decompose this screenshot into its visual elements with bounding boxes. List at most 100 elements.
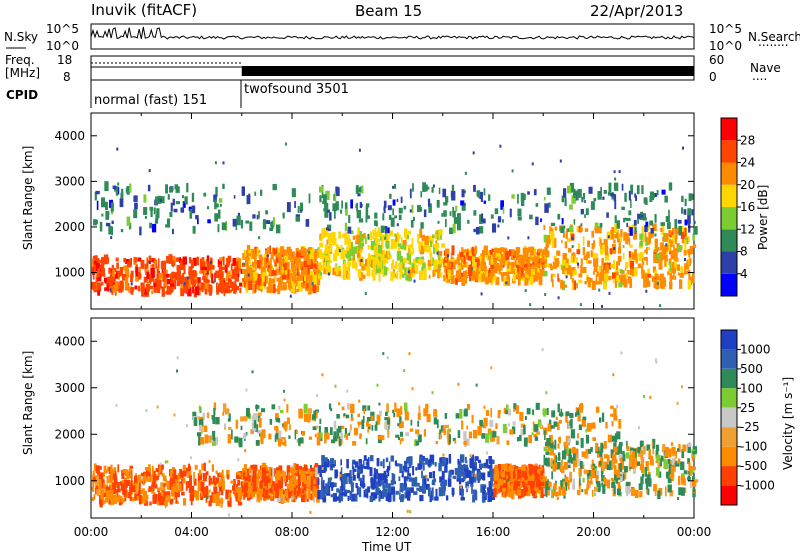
data-cell [252, 214, 256, 219]
data-cell [524, 277, 529, 286]
data-cell [101, 257, 105, 266]
data-cell [527, 191, 530, 195]
data-cell-sparse [283, 389, 286, 393]
data-cell [535, 216, 539, 226]
data-cell [292, 472, 297, 476]
power-colorbar-swatch [721, 207, 737, 230]
data-cell [242, 277, 244, 283]
data-cell [252, 477, 257, 483]
data-cell [382, 490, 385, 499]
data-cell [158, 272, 163, 280]
data-cell [594, 225, 599, 234]
data-cell [438, 256, 441, 261]
data-cell [374, 231, 377, 241]
data-cell [560, 408, 563, 417]
data-cell-sparse [463, 202, 466, 206]
data-cell [367, 405, 371, 411]
data-cell-sparse [251, 370, 254, 374]
data-cell-sparse [475, 383, 478, 387]
data-cell [205, 471, 209, 476]
data-cell [558, 486, 562, 496]
data-cell [259, 465, 262, 472]
data-cell [530, 265, 533, 271]
data-cell [438, 264, 442, 268]
data-cell [600, 442, 604, 453]
data-cell [545, 451, 550, 455]
data-cell [391, 487, 395, 493]
data-cell-sparse [398, 437, 400, 440]
data-cell [317, 489, 321, 500]
velocity-colorbar-swatch [721, 368, 737, 389]
data-cell [231, 429, 233, 440]
data-cell [590, 252, 595, 258]
data-cell [303, 248, 306, 252]
velocity-colorbar-tick-label: -25 [740, 420, 760, 434]
data-cell [491, 437, 495, 442]
data-cell [208, 285, 212, 296]
data-cell [507, 489, 510, 497]
data-cell [200, 437, 205, 445]
data-cell [457, 458, 460, 465]
data-cell [205, 498, 208, 503]
data-cell [170, 469, 173, 479]
data-cell [228, 413, 231, 420]
data-cell [143, 501, 149, 506]
data-cell [290, 288, 295, 293]
data-cell [316, 273, 320, 282]
data-cell [390, 245, 394, 250]
data-cell [288, 251, 293, 260]
data-cell [208, 435, 213, 443]
data-cell [391, 259, 395, 269]
data-cell [619, 269, 623, 273]
data-cell-sparse [511, 169, 514, 173]
freq-right-label: Nave [750, 61, 781, 75]
data-cell [179, 470, 184, 478]
data-cell [272, 283, 276, 294]
data-cell [345, 433, 349, 440]
data-cell [497, 216, 502, 223]
data-cell [641, 269, 645, 279]
data-cell [116, 262, 119, 269]
data-cell [243, 433, 247, 440]
data-cell [562, 481, 567, 486]
data-cell [228, 493, 232, 501]
data-cell [347, 274, 349, 278]
data-cell [249, 221, 253, 231]
data-cell [148, 474, 152, 482]
data-cell-sparse [508, 423, 510, 427]
data-cell [496, 478, 500, 489]
data-cell [616, 220, 620, 229]
data-cell [593, 267, 598, 273]
data-cell-sparse [321, 373, 324, 377]
data-cell [152, 487, 155, 491]
data-cell [324, 202, 329, 210]
data-cell [299, 466, 302, 472]
data-cell [572, 478, 576, 488]
data-cell [459, 252, 464, 257]
data-cell [604, 271, 609, 282]
data-cell [321, 254, 326, 258]
velocity-ylabel: Slant Range [km] [21, 351, 35, 455]
data-cell [692, 233, 695, 241]
data-cell [277, 285, 281, 295]
data-cell [386, 419, 391, 425]
data-cell [644, 232, 647, 242]
noise-right-label: N.Search [748, 30, 800, 44]
data-cell [644, 200, 648, 205]
data-cell [197, 218, 199, 225]
data-cell [281, 494, 286, 504]
data-cell-sparse [486, 451, 488, 455]
data-cell [683, 209, 687, 215]
data-cell [308, 468, 313, 477]
data-cell [493, 277, 497, 282]
data-cell [315, 270, 318, 276]
data-cell [382, 489, 388, 497]
data-cell [362, 474, 365, 484]
data-cell [154, 261, 157, 270]
data-cell [331, 232, 336, 238]
data-cell [329, 458, 335, 464]
data-cell [481, 213, 484, 222]
data-cell [662, 236, 664, 242]
data-cell [369, 245, 372, 249]
data-cell [261, 273, 265, 283]
